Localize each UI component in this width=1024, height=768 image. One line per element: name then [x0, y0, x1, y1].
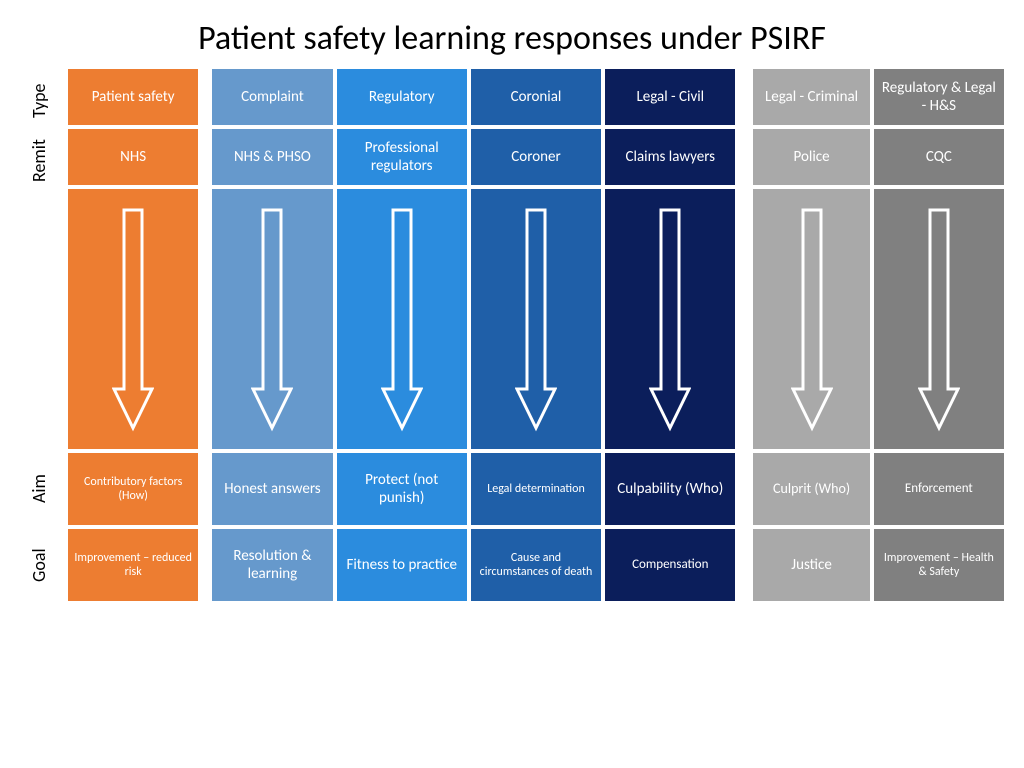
column-legal-criminal: Legal - CriminalPolice Culprit (Who)Justi…: [753, 69, 869, 601]
down-arrow-icon: [649, 204, 691, 434]
goal-cell: Cause and circumstances of death: [471, 529, 601, 601]
aim-cell: Enforcement: [874, 453, 1004, 525]
row-label-remit: Remit: [28, 137, 50, 185]
down-arrow-icon: [381, 204, 423, 434]
column-complaint: ComplaintNHS & PHSO Honest answersResolut…: [212, 69, 332, 601]
aim-cell: Culpability (Who): [605, 453, 735, 525]
column-regulatory: RegulatoryProfessional regulators Protect…: [337, 69, 467, 601]
type-cell: Patient safety: [68, 69, 198, 125]
remit-cell: NHS & PHSO: [212, 129, 332, 185]
goal-cell: Compensation: [605, 529, 735, 601]
arrow-cell: [212, 189, 332, 449]
down-arrow-icon: [251, 204, 293, 434]
arrow-cell: [471, 189, 601, 449]
column-coronial: CoronialCoroner Legal determinationCause …: [471, 69, 601, 601]
goal-cell: Resolution & learning: [212, 529, 332, 601]
aim-cell: Culprit (Who): [753, 453, 869, 525]
down-arrow-icon: [918, 204, 960, 434]
row-label-aim: Aim: [28, 469, 50, 509]
aim-cell: Honest answers: [212, 453, 332, 525]
down-arrow-icon: [791, 204, 833, 434]
column-regulatory-hs: Regulatory & Legal - H&SCQC EnforcementIm…: [874, 69, 1004, 601]
down-arrow-icon: [515, 204, 557, 434]
goal-cell: Improvement – Health & Safety: [874, 529, 1004, 601]
row-label-type: Type: [28, 81, 50, 121]
arrow-cell: [605, 189, 735, 449]
remit-cell: CQC: [874, 129, 1004, 185]
type-cell: Coronial: [471, 69, 601, 125]
arrow-cell: [753, 189, 869, 449]
remit-cell: Professional regulators: [337, 129, 467, 185]
remit-cell: Claims lawyers: [605, 129, 735, 185]
goal-cell: Fitness to practice: [337, 529, 467, 601]
type-cell: Complaint: [212, 69, 332, 125]
down-arrow-icon: [112, 204, 154, 434]
type-cell: Legal - Civil: [605, 69, 735, 125]
type-cell: Legal - Criminal: [753, 69, 869, 125]
row-label-goal: Goal: [28, 545, 50, 585]
psirf-chart: Type Remit Aim Goal Patient safetyNHSCon…: [68, 69, 1004, 601]
remit-cell: Coroner: [471, 129, 601, 185]
aim-cell: Protect (not punish): [337, 453, 467, 525]
arrow-cell: [68, 189, 198, 449]
arrow-cell: [337, 189, 467, 449]
page-title: Patient safety learning responses under …: [0, 0, 1024, 69]
column-patient-safety: Patient safetyNHS Contributory factors (H…: [68, 69, 198, 601]
remit-cell: NHS: [68, 129, 198, 185]
goal-cell: Justice: [753, 529, 869, 601]
column-legal-civil: Legal - CivilClaims lawyers Culpability (…: [605, 69, 735, 601]
arrow-cell: [874, 189, 1004, 449]
remit-cell: Police: [753, 129, 869, 185]
type-cell: Regulatory: [337, 69, 467, 125]
aim-cell: Contributory factors (How): [68, 453, 198, 525]
type-cell: Regulatory & Legal - H&S: [874, 69, 1004, 125]
goal-cell: Improvement – reduced risk: [68, 529, 198, 601]
aim-cell: Legal determination: [471, 453, 601, 525]
chart-grid: Patient safetyNHS Contributory factors (H…: [68, 69, 1004, 601]
